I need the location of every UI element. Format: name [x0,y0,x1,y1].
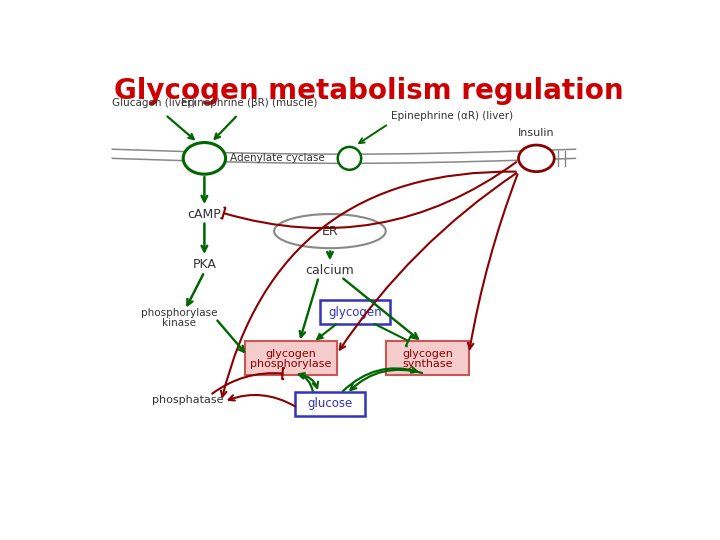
Text: glycogen: glycogen [328,306,382,319]
Text: kinase: kinase [162,318,197,328]
Text: phosphatase: phosphatase [152,395,223,404]
Text: glycogen: glycogen [402,349,453,359]
Text: phosphorylase: phosphorylase [250,359,332,369]
FancyBboxPatch shape [295,392,365,416]
Text: Glucagon (liver): Glucagon (liver) [112,98,196,109]
Ellipse shape [274,214,386,248]
Text: ER: ER [322,225,338,238]
Text: calcium: calcium [305,264,354,277]
Ellipse shape [338,147,361,170]
Text: synthase: synthase [402,359,453,369]
Text: glucose: glucose [307,397,353,410]
Text: glycogen: glycogen [266,349,316,359]
FancyBboxPatch shape [387,341,469,375]
Text: Insulin: Insulin [518,129,554,138]
FancyBboxPatch shape [320,300,390,324]
Circle shape [518,145,554,172]
Text: Adenylate cyclase: Adenylate cyclase [230,153,324,164]
Text: cAMP: cAMP [187,208,221,221]
Text: phosphorylase: phosphorylase [141,308,217,318]
Text: Epinephrine (βR) (muscle): Epinephrine (βR) (muscle) [181,98,318,109]
Text: Glycogen metabolism regulation: Glycogen metabolism regulation [114,77,624,105]
Text: Epinephrine (αR) (liver): Epinephrine (αR) (liver) [392,111,513,121]
Text: PKA: PKA [192,258,216,271]
Circle shape [183,143,225,174]
FancyBboxPatch shape [245,341,337,375]
